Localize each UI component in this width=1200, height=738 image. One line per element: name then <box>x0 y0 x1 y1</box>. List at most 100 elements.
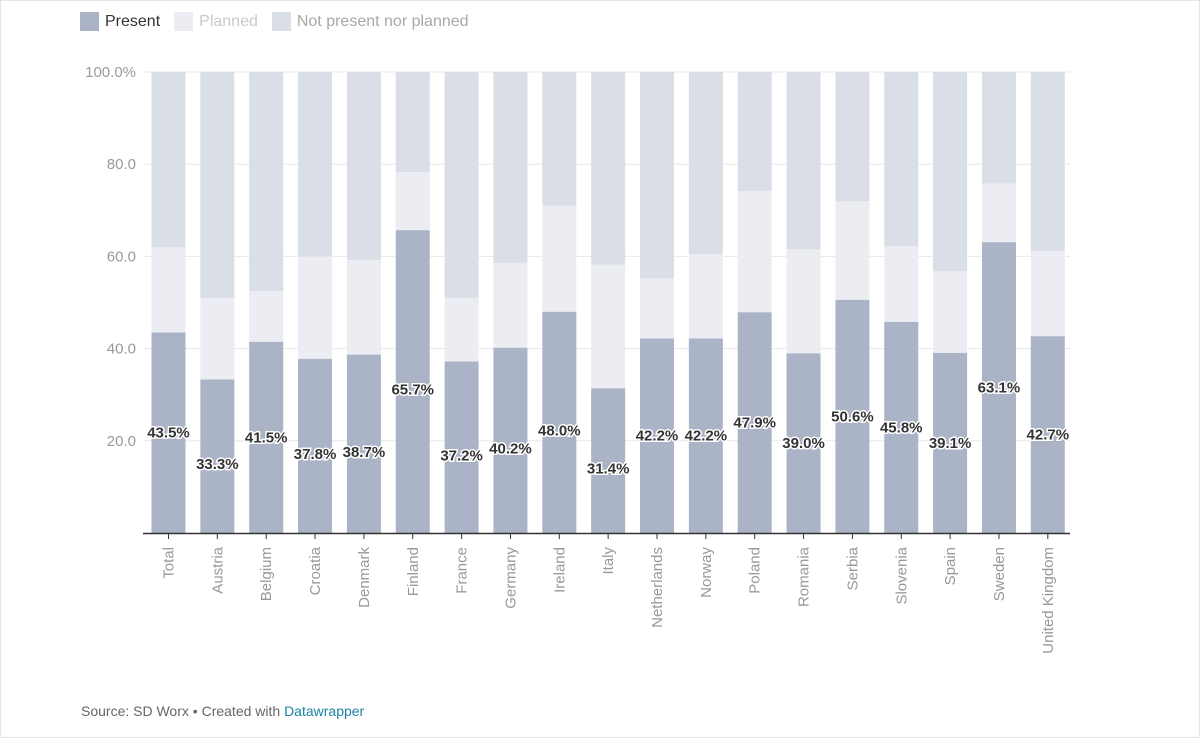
data-label-austria: 33.3% <box>196 456 239 473</box>
data-label-netherlands: 42.2% <box>636 428 679 445</box>
x-tick-label-denmark: Denmark <box>356 547 373 608</box>
bar-present-croatia <box>298 358 333 533</box>
data-label-total: 43.5% <box>147 425 190 442</box>
legend-item-not-present: Not present nor planned <box>271 11 469 31</box>
bar-planned-total <box>151 247 186 333</box>
datawrapper-link[interactable]: Datawrapper <box>284 703 365 719</box>
legend-swatch-not-present <box>271 11 291 31</box>
bar-present-ireland <box>542 311 577 533</box>
data-label-slovenia: 45.8% <box>880 419 923 436</box>
bar-planned-poland <box>737 190 772 313</box>
bar-not-present-nor-planned-netherlands <box>640 72 674 279</box>
bar-planned-denmark <box>346 260 381 355</box>
bar-present-denmark <box>346 354 381 533</box>
legend: Present Planned Not present nor planned <box>80 10 483 32</box>
legend-item-planned: Planned <box>174 11 258 31</box>
data-label-poland: 47.9% <box>733 415 776 432</box>
data-label-germany: 40.2% <box>489 440 532 457</box>
bar-present-netherlands <box>640 338 674 533</box>
bar-not-present-nor-planned-sweden <box>981 72 1016 184</box>
x-tick-label-united-kingdom: United Kingdom <box>1040 547 1057 654</box>
bar-not-present-nor-planned-norway <box>688 72 723 255</box>
y-tick-label-100: 100.0% <box>85 64 136 81</box>
bar-not-present-nor-planned-france <box>444 72 479 298</box>
bar-planned-france <box>444 297 479 362</box>
bar-planned-slovenia <box>884 246 919 322</box>
bar-not-present-nor-planned-united-kingdom <box>1030 72 1065 251</box>
bar-present-italy <box>591 388 626 533</box>
bar-not-present-nor-planned-total <box>151 72 186 248</box>
x-tick-label-sweden: Sweden <box>991 547 1008 601</box>
x-tick-label-poland: Poland <box>747 547 764 594</box>
data-label-croatia: 37.8% <box>294 446 337 463</box>
bar-planned-austria <box>200 297 235 380</box>
legend-swatch-present <box>80 11 99 31</box>
data-label-belgium: 41.5% <box>245 429 288 446</box>
bar-present-austria <box>200 379 235 533</box>
x-tick-label-croatia: Croatia <box>307 546 324 595</box>
bar-present-germany <box>493 347 528 533</box>
x-tick-label-total: Total <box>161 547 178 579</box>
bar-present-france <box>444 361 479 533</box>
bar-present-belgium <box>249 341 284 533</box>
bar-planned-spain <box>933 271 968 353</box>
data-label-finland: 65.7% <box>391 382 434 399</box>
footer: Source: SD Worx • Created with Datawrapp… <box>81 703 364 719</box>
bar-planned-romania <box>786 249 821 354</box>
bar-planned-netherlands <box>640 278 674 339</box>
data-label-sweden: 63.1% <box>978 380 1021 397</box>
legend-item-present: Present <box>80 11 161 31</box>
x-tick-label-belgium: Belgium <box>258 547 275 601</box>
x-tick-label-italy: Italy <box>600 547 617 575</box>
x-tick-label-spain: Spain <box>942 547 959 585</box>
legend-label-planned: Planned <box>199 12 258 30</box>
bar-present-poland <box>737 312 772 533</box>
x-tick-label-austria: Austria <box>209 546 226 593</box>
source-text: Source: SD Worx <box>81 703 189 719</box>
x-tick-label-france: France <box>454 547 471 594</box>
x-tick-label-serbia: Serbia <box>844 546 861 590</box>
legend-label-not-present: Not present nor planned <box>296 12 469 30</box>
bar-planned-ireland <box>542 205 577 312</box>
y-tick-label-60: 60.0 <box>107 248 136 265</box>
x-tick-label-ireland: Ireland <box>551 547 568 593</box>
data-label-italy: 31.4% <box>587 461 630 478</box>
data-label-spain: 39.1% <box>929 435 972 452</box>
bar-present-spain <box>933 352 968 533</box>
bar-not-present-nor-planned-italy <box>591 72 626 265</box>
legend-label-present: Present <box>105 12 161 30</box>
bar-planned-serbia <box>835 201 870 300</box>
bar-planned-italy <box>591 264 626 389</box>
bar-planned-finland <box>395 172 430 231</box>
bar-planned-croatia <box>298 256 333 359</box>
y-tick-label-40: 40.0 <box>107 341 136 358</box>
bar-not-present-nor-planned-slovenia <box>884 72 919 247</box>
bar-planned-germany <box>493 262 528 348</box>
bar-not-present-nor-planned-croatia <box>298 72 333 257</box>
y-tick-label-80: 80.0 <box>107 156 136 173</box>
data-label-ireland: 48.0% <box>538 422 581 439</box>
legend-swatch-planned <box>174 11 194 31</box>
data-label-france: 37.2% <box>440 447 483 464</box>
bar-present-norway <box>688 338 723 533</box>
y-tick-label-20: 20.0 <box>107 433 136 450</box>
bar-planned-norway <box>688 254 723 339</box>
x-tick-label-netherlands: Netherlands <box>649 547 666 628</box>
bar-not-present-nor-planned-denmark <box>346 72 381 261</box>
bar-present-united-kingdom <box>1030 336 1065 533</box>
created-with-text: Created with <box>201 703 285 719</box>
data-label-norway: 42.2% <box>685 428 728 445</box>
bar-present-total <box>151 332 186 533</box>
bar-not-present-nor-planned-belgium <box>249 72 284 291</box>
bar-not-present-nor-planned-poland <box>737 72 772 191</box>
bar-present-romania <box>786 353 821 533</box>
x-tick-label-romania: Romania <box>796 546 813 607</box>
data-label-romania: 39.0% <box>782 435 825 452</box>
x-tick-label-germany: Germany <box>502 547 519 609</box>
footer-separator: • <box>188 703 202 719</box>
bar-not-present-nor-planned-romania <box>786 72 821 250</box>
x-tick-label-norway: Norway <box>698 547 715 598</box>
bar-planned-belgium <box>249 290 284 342</box>
data-label-denmark: 38.7% <box>343 444 386 461</box>
